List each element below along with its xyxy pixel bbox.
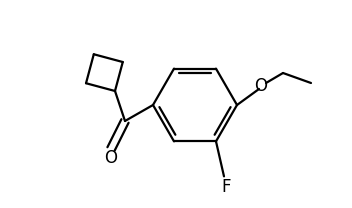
Text: F: F <box>221 178 231 196</box>
Text: O: O <box>105 149 118 167</box>
Text: O: O <box>254 77 268 95</box>
